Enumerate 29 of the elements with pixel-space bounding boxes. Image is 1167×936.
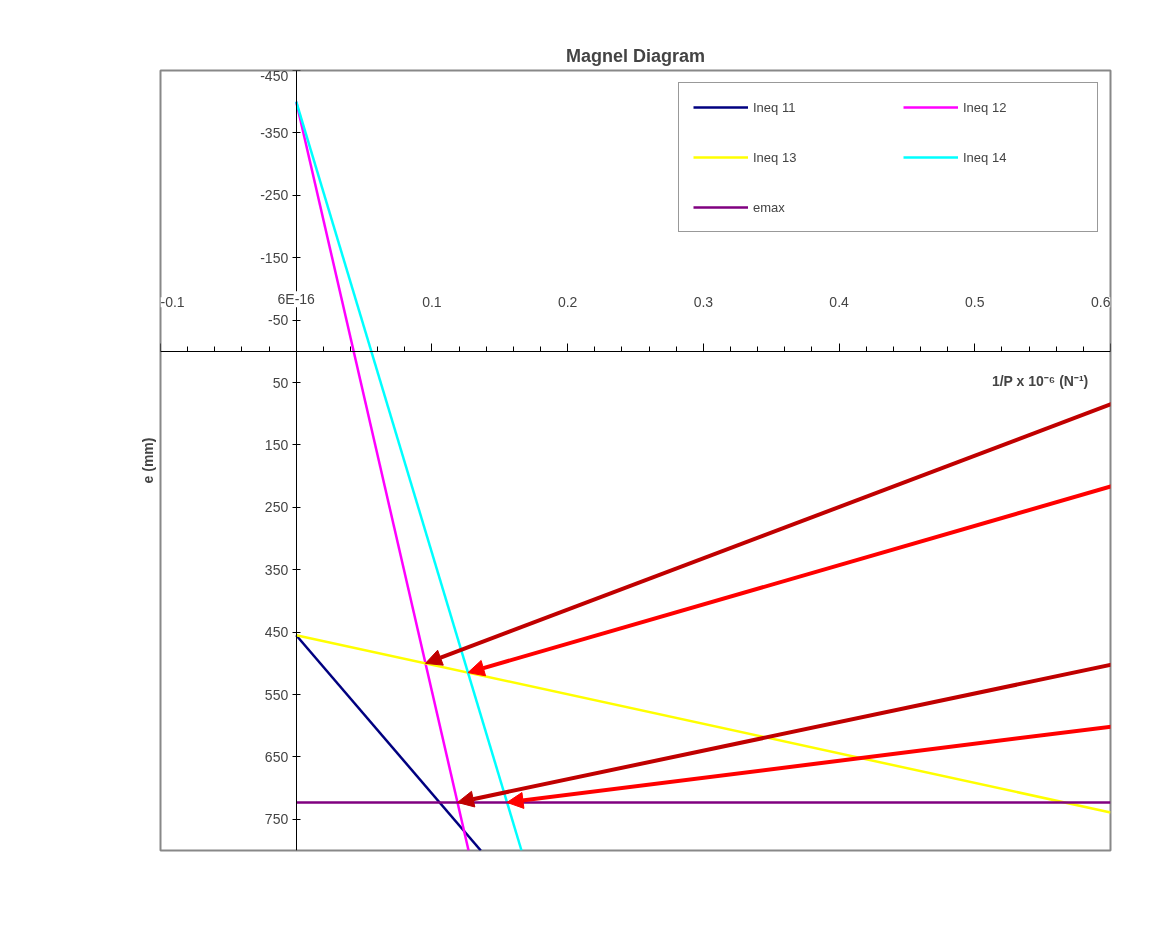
- legend-label: Ineq 14: [963, 149, 1008, 165]
- y-tick-label: 550: [264, 686, 289, 703]
- x-tick-label: 0.2: [557, 294, 578, 311]
- y-tick-label: -150: [260, 249, 289, 266]
- y-tick-label: 350: [264, 561, 289, 578]
- y-axis-title: e (mm): [139, 437, 156, 484]
- x-tick-label: 6E-16: [277, 291, 316, 308]
- y-tick-label: 50: [272, 374, 289, 391]
- y-tick-label: -50: [267, 312, 289, 329]
- x-tick-label: 0.3: [693, 294, 714, 311]
- y-tick-label: 150: [264, 436, 289, 453]
- y-tick-label: 650: [264, 748, 289, 765]
- y-tick-label: -450: [260, 67, 289, 84]
- y-tick-label: 750: [264, 811, 289, 828]
- y-tick-label: 250: [264, 499, 289, 516]
- y-tick-label: -250: [260, 187, 289, 204]
- x-tick-label: 0.4: [829, 294, 850, 311]
- x-tick-label: 0.1: [422, 294, 442, 311]
- x-tick-label: 0.5: [965, 294, 985, 311]
- chart-title: Magnel Diagram: [565, 45, 706, 66]
- x-tick-label: 0.6: [1091, 294, 1111, 311]
- x-axis-title: 1/P x 10⁻⁶ (N⁻¹): [991, 373, 1089, 390]
- legend-label: emax: [753, 199, 786, 215]
- y-tick-label: 450: [264, 624, 289, 641]
- legend-label: Ineq 12: [963, 99, 1008, 115]
- legend-label: Ineq 11: [753, 99, 797, 115]
- legend-label: Ineq 13: [753, 149, 798, 165]
- x-tick-label: -0.1: [160, 294, 185, 311]
- y-tick-label: -350: [260, 124, 289, 141]
